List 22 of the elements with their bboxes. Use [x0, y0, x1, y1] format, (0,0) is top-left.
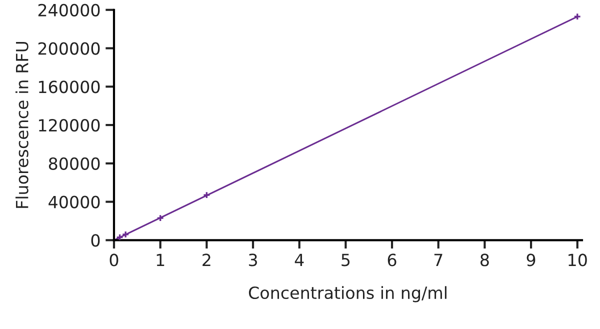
x-tick-label: 0 — [110, 254, 118, 266]
y-axis-title: Fluorescence in RFU — [15, 42, 28, 208]
x-tick-label: 6 — [388, 254, 396, 266]
x-tick-label: 3 — [248, 254, 257, 266]
y-tick-label: 40000 — [48, 196, 100, 208]
y-tick-label: 200000 — [38, 42, 100, 55]
point — [202, 191, 210, 199]
x-tick-label: 2 — [202, 254, 210, 266]
x-tick-label: 5 — [342, 254, 350, 266]
x-tick-label: 7 — [434, 254, 442, 266]
y-tick-label: 0 — [91, 234, 100, 247]
x-tick-label: 9 — [526, 254, 536, 266]
x-axis-title: Concentrations in ng/ml — [248, 286, 446, 302]
y-tick-label: 120000 — [39, 118, 100, 132]
x-tick-label: 8 — [480, 254, 489, 266]
y-tick-label: 80000 — [48, 157, 100, 170]
point — [156, 214, 164, 222]
y-tick-label: 160000 — [39, 80, 100, 94]
x-tick-label: 1 — [156, 254, 164, 266]
y-tick-label: 240000 — [38, 4, 100, 16]
x-tick-label: 4 — [294, 254, 304, 266]
x-tick-label: 10 — [568, 254, 587, 266]
